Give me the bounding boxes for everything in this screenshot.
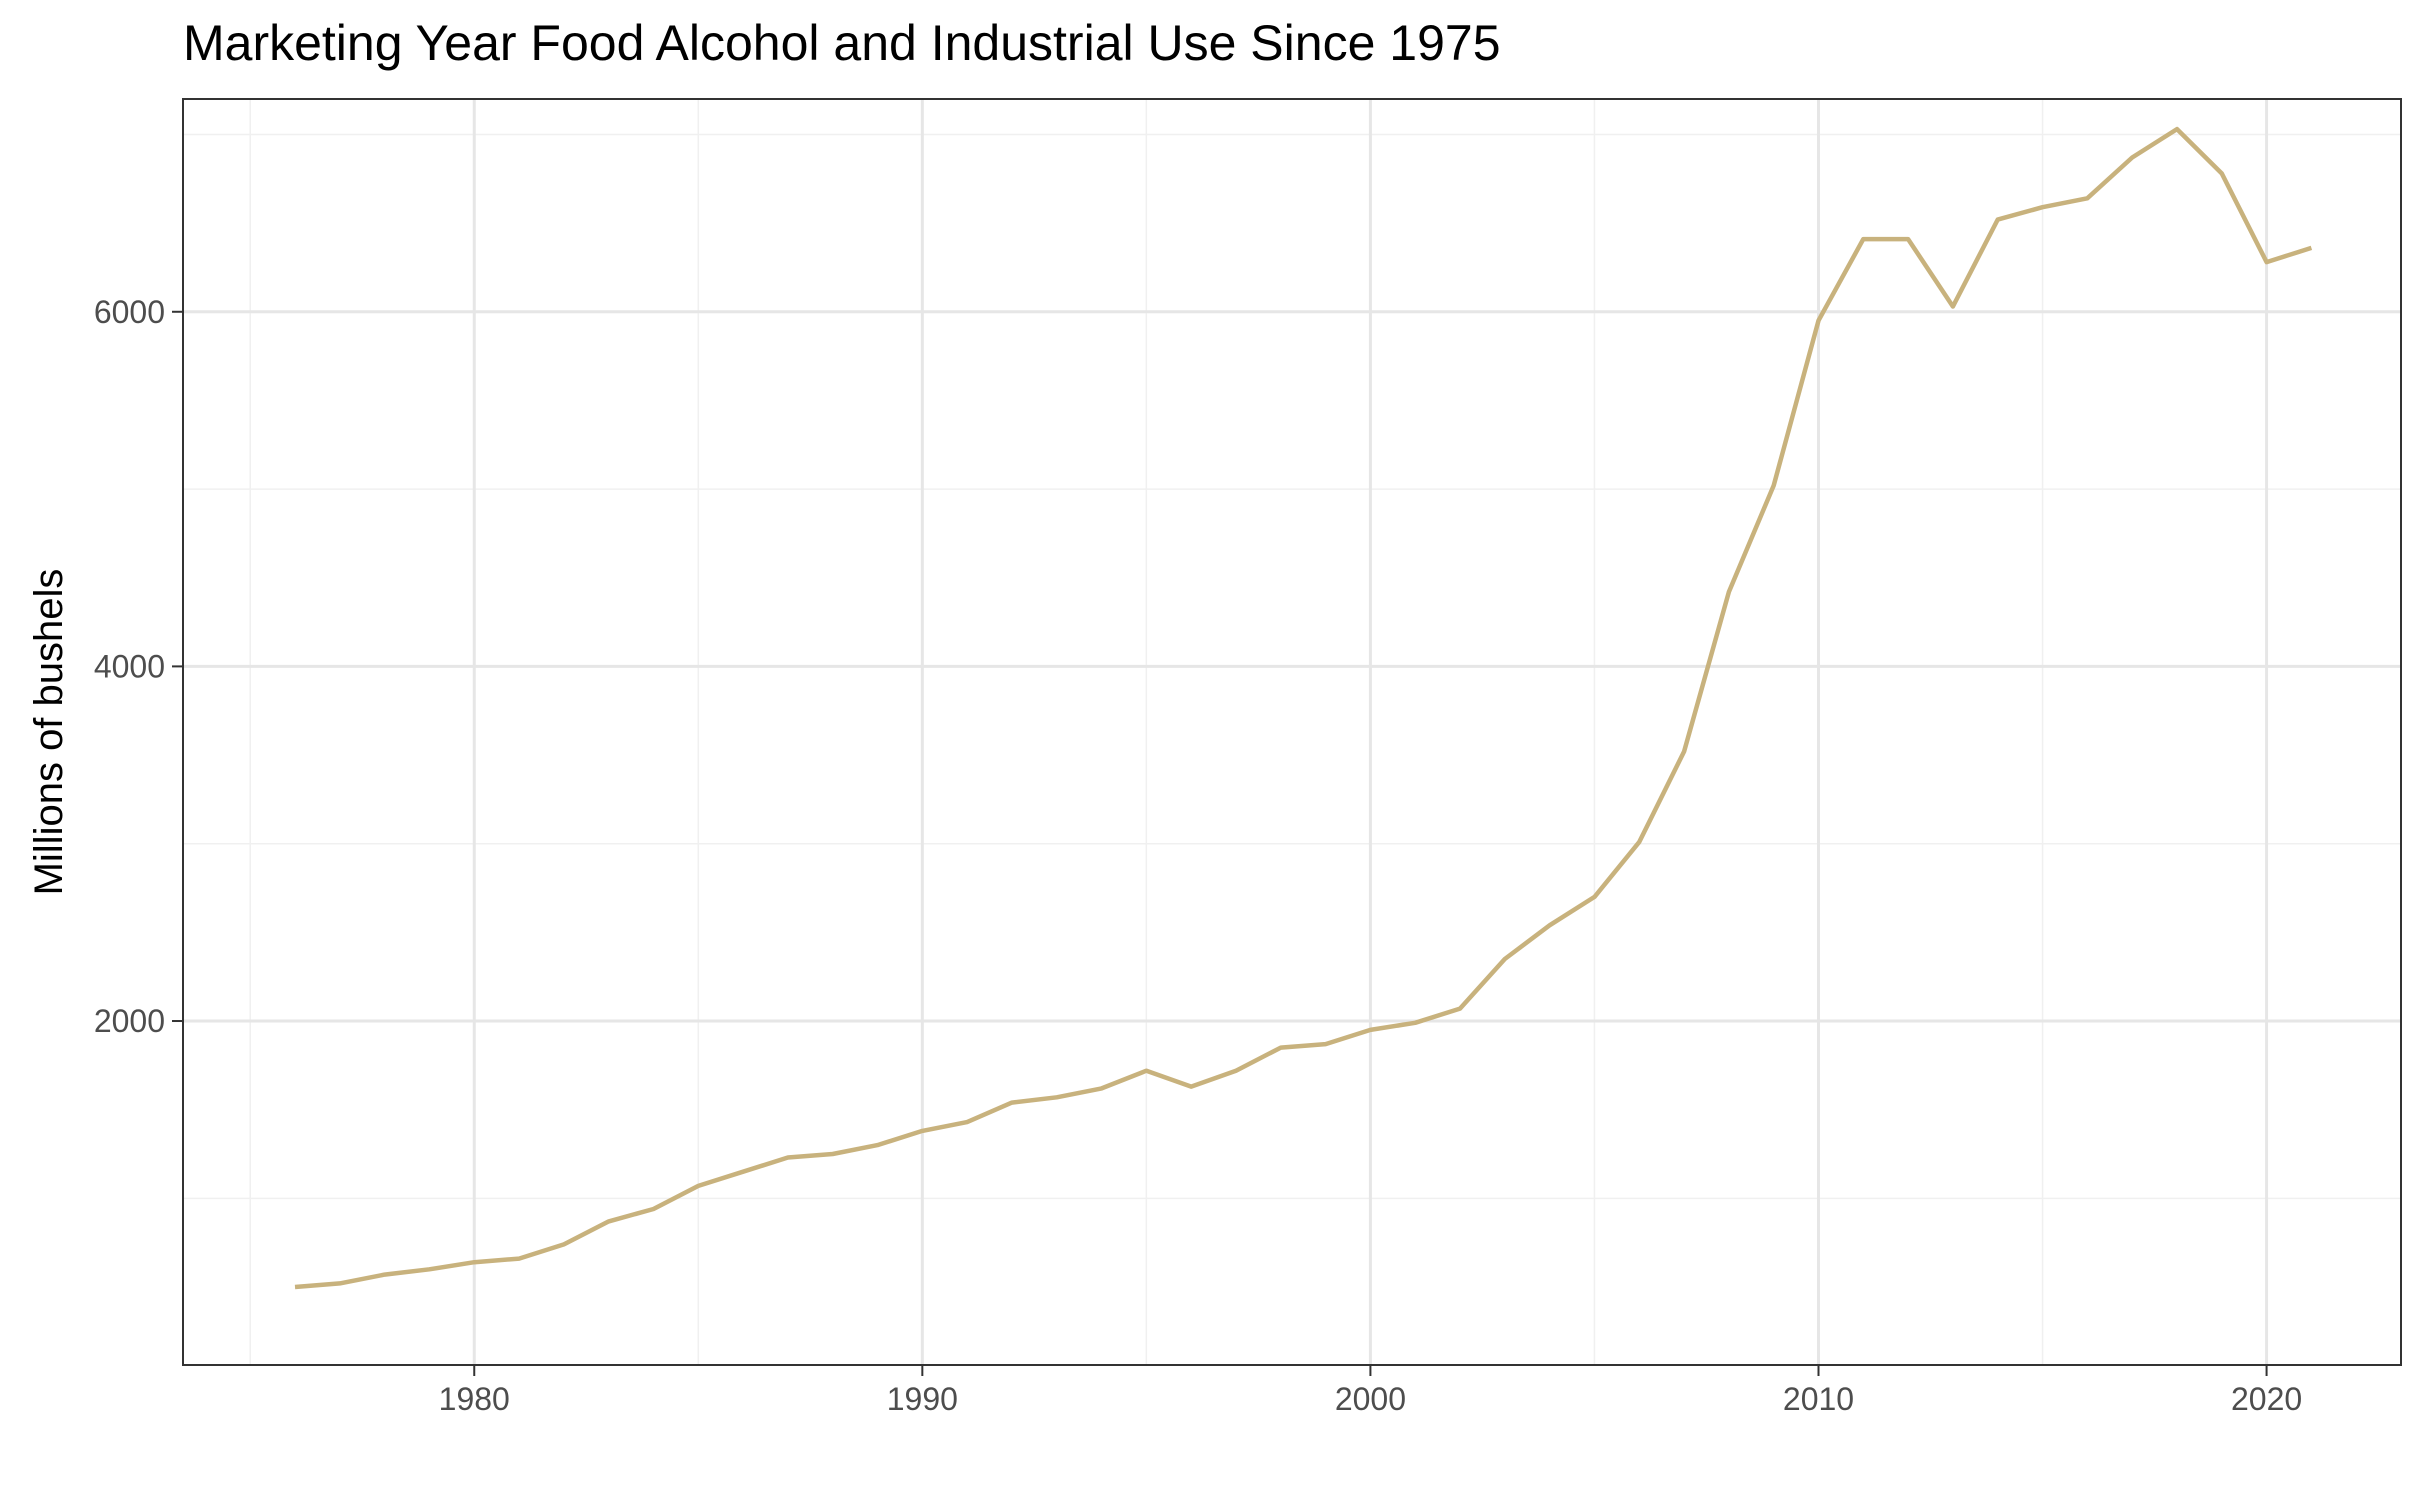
x-tick-label: 1980	[439, 1381, 510, 1417]
x-axis: 1980 1990 2000 2010 2020	[439, 1365, 2302, 1417]
y-axis: 2000 4000 6000	[94, 294, 183, 1039]
major-gridlines	[183, 99, 2401, 1365]
y-tick-label: 2000	[94, 1003, 165, 1039]
series-lines	[294, 126, 2313, 1290]
x-tick-label: 2000	[1335, 1381, 1406, 1417]
series-line-0	[294, 126, 2313, 1290]
y-axis-label: Millions of bushels	[27, 569, 71, 896]
panel-border	[182, 98, 2402, 1366]
x-tick-label: 1990	[887, 1381, 958, 1417]
x-tick-label: 2010	[1783, 1381, 1854, 1417]
y-tick-label: 4000	[94, 648, 165, 684]
minor-gridlines	[183, 99, 2401, 1365]
y-tick-label: 6000	[94, 294, 165, 330]
chart-title: Marketing Year Food Alcohol and Industri…	[183, 15, 1501, 71]
x-tick-label: 2020	[2231, 1381, 2302, 1417]
